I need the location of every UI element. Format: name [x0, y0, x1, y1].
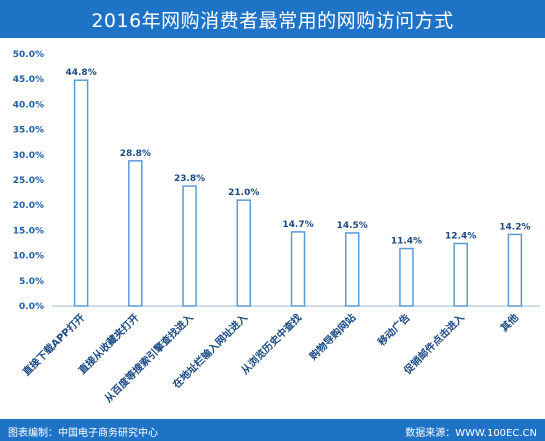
- x-category-label: 其他: [498, 311, 521, 334]
- data-label: 28.8%: [120, 149, 151, 159]
- bar: [399, 247, 414, 307]
- y-tick-label: 45.0%: [13, 75, 44, 85]
- y-tick-label: 5.0%: [19, 277, 44, 287]
- y-tick-label: 25.0%: [13, 176, 44, 186]
- bar: [128, 160, 143, 307]
- data-label: 23.8%: [174, 174, 205, 184]
- x-category-label: 从百度等搜索引擎查找进入: [102, 311, 196, 405]
- footer-source-compiler: 图表编制：中国电子商务研究中心: [8, 428, 158, 439]
- y-tick-label: 40.0%: [13, 100, 44, 110]
- x-category-label: 移动广告: [375, 311, 412, 348]
- bar: [507, 233, 523, 307]
- y-tick-label: 15.0%: [13, 226, 44, 236]
- bar: [453, 242, 468, 307]
- y-tick-label: 50.0%: [13, 50, 44, 60]
- bar: [73, 79, 89, 307]
- data-label: 14.5%: [337, 221, 368, 231]
- data-label: 14.7%: [282, 220, 313, 230]
- data-label: 14.2%: [499, 222, 530, 232]
- bar: [236, 199, 252, 307]
- data-label: 21.0%: [228, 188, 259, 198]
- y-tick-label: 10.0%: [13, 252, 44, 262]
- bar: [290, 231, 306, 307]
- bar: [182, 185, 197, 307]
- data-label: 11.4%: [391, 237, 422, 247]
- bar-chart: 0.0% 5.0% 10.0% 15.0% 20.0% 25.0% 30.0% 35.0% 40…: [13, 50, 540, 405]
- chart-title: 2016年网购消费者最常用的网购访问方式: [0, 0, 545, 38]
- footer-data-source: 数据来源：WWW.100EC.CN: [405, 428, 537, 439]
- y-tick-label: 35.0%: [13, 126, 44, 136]
- footer-bar: 图表编制：中国电子商务研究中心 数据来源：WWW.100EC.CN: [0, 419, 545, 441]
- y-tick-label: 0.0%: [19, 302, 44, 312]
- data-label: 44.8%: [65, 68, 96, 78]
- y-tick-label: 30.0%: [13, 151, 44, 161]
- x-category-label: 购物导购网站: [307, 311, 359, 363]
- data-label: 12.4%: [445, 232, 476, 242]
- bar: [344, 232, 360, 307]
- y-tick-label: 20.0%: [13, 201, 44, 211]
